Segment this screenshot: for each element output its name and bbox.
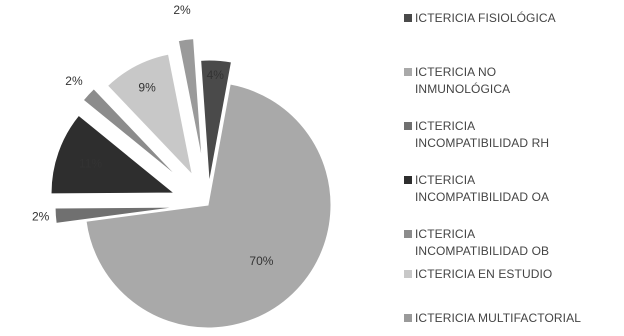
legend-swatch: [404, 230, 412, 238]
legend-label: ICTERICIA EN ESTUDIO: [415, 267, 553, 281]
legend-item: ICTERICIA FISIOLÓGICA: [404, 10, 556, 27]
pie-slice: [50, 114, 176, 195]
legend-swatch: [404, 270, 412, 278]
pie-plot-area: 4% 70% 2% 11% 2% 9% 2%: [32, 3, 332, 329]
slice-percent-label: 2%: [173, 3, 191, 17]
pie-slice: [177, 38, 203, 162]
legend-swatch: [404, 68, 412, 76]
legend-label: ICTERICIA INCOMPATIBILIDAD OB: [415, 227, 550, 258]
legend-label: ICTERICIA MULTIFACTORIAL: [415, 311, 581, 325]
slice-percent-label: 4%: [207, 68, 225, 82]
legend-label: ICTERICIA INCOMPATIBILIDAD OA: [415, 173, 550, 204]
legend-item: ICTERICIA EN ESTUDIO: [404, 266, 552, 283]
slice-percent-label: 11%: [79, 157, 102, 171]
legend-item: ICTERICIA MULTIFACTORIAL: [404, 310, 581, 327]
slice-percent-label: 2%: [32, 210, 50, 224]
legend-label: ICTERICIA NO INMUNOLÓGICA: [415, 65, 511, 96]
legend: ICTERICIA FISIOLÓGICA ICTERICIA NO INMUNO…: [404, 0, 624, 336]
pie-slice: [82, 88, 180, 179]
pie-slice: [54, 206, 179, 224]
legend-item: ICTERICIA INCOMPATIBILIDAD OB: [404, 226, 549, 260]
slice-percent-label: 70%: [249, 254, 273, 268]
pie-slice: [85, 83, 332, 329]
legend-swatch: [404, 314, 412, 322]
slice-percent-label: 9%: [138, 80, 156, 94]
slice-percent-label: 2%: [65, 74, 83, 88]
legend-label: ICTERICIA INCOMPATIBILIDAD RH: [415, 119, 550, 150]
pie-slice: [106, 53, 194, 177]
legend-swatch: [404, 122, 412, 130]
legend-swatch: [404, 14, 412, 22]
legend-swatch: [404, 176, 412, 184]
legend-item: ICTERICIA INCOMPATIBILIDAD OA: [404, 172, 549, 206]
legend-item: ICTERICIA INCOMPATIBILIDAD RH: [404, 118, 549, 152]
pie-slice: [200, 59, 233, 184]
legend-label: ICTERICIA FISIOLÓGICA: [415, 11, 556, 25]
legend-item: ICTERICIA NO INMUNOLÓGICA: [404, 64, 510, 98]
